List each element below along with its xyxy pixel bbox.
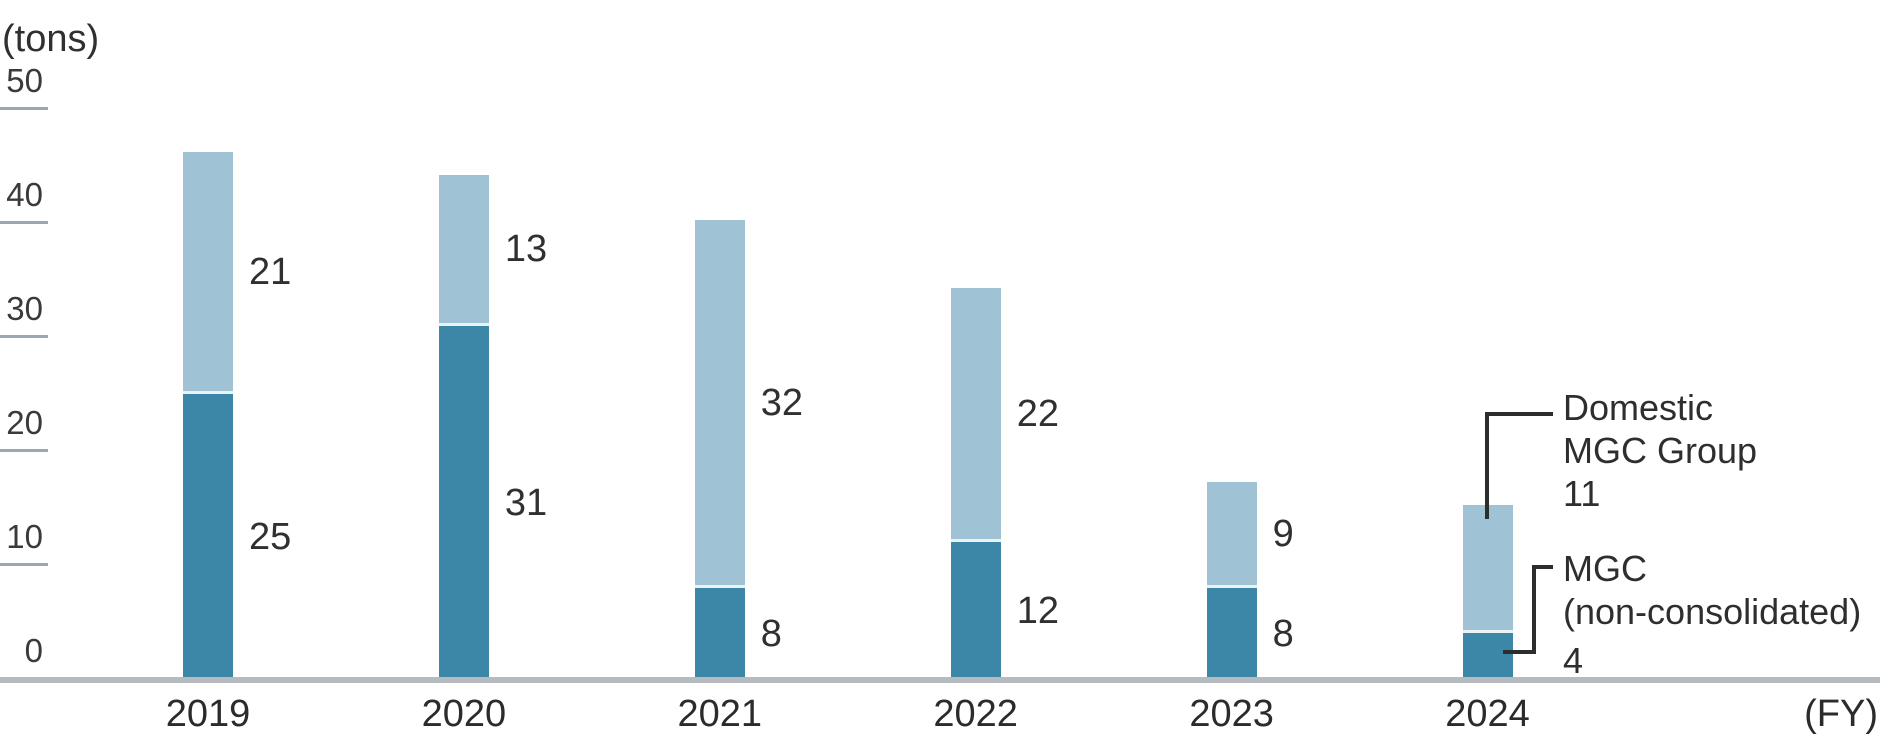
- value-label-2020-domestic-mgc-group: 13: [504, 228, 548, 270]
- bar-2022-segment-divider: [950, 539, 1001, 542]
- value-label-2020-mgc-non-consolidated: 31: [504, 481, 548, 524]
- value-label-2023-domestic-mgc-group: 9: [1272, 512, 1294, 555]
- value-label-2021-mgc-non-consolidated: 8: [760, 612, 782, 655]
- callout-connector-line-horizontal-dark-high: [1532, 565, 1553, 569]
- y-tick-label-30: 30: [6, 290, 43, 327]
- y-tick-label-20: 20: [6, 404, 43, 441]
- y-tick-line-40: [0, 221, 48, 224]
- x-tick-label-2019: 2019: [165, 693, 251, 735]
- callout-connector-line-vertical-light: [1485, 412, 1489, 519]
- bar-2019-domestic-mgc-group-segment: [183, 152, 233, 391]
- bar-2024-mgc-non-consolidated-segment: [1462, 633, 1513, 679]
- x-tick-label-2020: 2020: [421, 693, 507, 735]
- value-label-2024-domestic-mgc-group: 11: [1563, 473, 1601, 514]
- y-axis-unit-label: (tons): [2, 18, 100, 60]
- callout-domestic-mgc-group-line2: MGC Group: [1563, 430, 1758, 471]
- y-tick-line-20: [0, 449, 48, 452]
- y-tick-label-0: 0: [24, 632, 43, 669]
- callout-domestic-mgc-group-line1: Domestic: [1563, 387, 1714, 428]
- callout-connector-line-vertical-dark: [1532, 565, 1536, 654]
- x-tick-label-2024: 2024: [1445, 693, 1530, 735]
- bar-2019-mgc-non-consolidated-segment: [183, 394, 233, 679]
- value-label-2019-domestic-mgc-group: 21: [249, 250, 292, 293]
- callout-domestic-mgc-group: Domestic MGC Group 11: [1563, 386, 1757, 515]
- callout-connector-line-horizontal-light: [1485, 412, 1553, 416]
- bar-2024-segment-divider: [1462, 630, 1513, 633]
- value-label-2024-mgc-non-consolidated: 4: [1563, 640, 1584, 681]
- value-label-2019-mgc-non-consolidated: 25: [249, 515, 292, 558]
- value-label-2022-domestic-mgc-group: 22: [1016, 392, 1059, 435]
- bar-2019-segment-divider: [183, 391, 233, 394]
- bar-2023-domestic-mgc-group-segment: [1206, 482, 1257, 585]
- bar-2021-segment-divider: [694, 585, 745, 588]
- bar-2020-domestic-mgc-group-segment: [438, 175, 489, 323]
- x-tick-label-2021: 2021: [677, 693, 763, 735]
- bar-2024-domestic-mgc-group-segment: [1462, 505, 1513, 630]
- callout-connector-line-horizontal-dark-low: [1503, 650, 1536, 654]
- bar-2023-segment-divider: [1206, 585, 1257, 588]
- y-tick-label-40: 40: [6, 176, 43, 213]
- bar-2022-mgc-non-consolidated-segment: [950, 542, 1001, 679]
- y-tick-line-30: [0, 335, 48, 338]
- bar-2021-domestic-mgc-group-segment: [694, 220, 745, 585]
- y-tick-line-10: [0, 563, 48, 566]
- bar-2020-segment-divider: [438, 323, 489, 326]
- y-tick-label-50: 50: [6, 62, 43, 99]
- bar-2022-domestic-mgc-group-segment: [950, 288, 1001, 539]
- x-tick-label-2023: 2023: [1189, 693, 1274, 735]
- x-axis-line: [0, 677, 1880, 683]
- callout-mgc-non-consolidated-line1: MGC: [1563, 548, 1647, 589]
- value-label-2023-mgc-non-consolidated: 8: [1272, 612, 1294, 655]
- bar-2020-mgc-non-consolidated-segment: [438, 326, 489, 679]
- bar-2023-mgc-non-consolidated-segment: [1206, 588, 1257, 679]
- value-label-2021-domestic-mgc-group: 32: [760, 381, 804, 424]
- x-tick-label-2022: 2022: [933, 693, 1018, 735]
- bar-2021-mgc-non-consolidated-segment: [694, 588, 745, 679]
- y-tick-label-10: 10: [6, 518, 43, 555]
- x-axis-unit-label: (FY): [1804, 693, 1878, 735]
- y-tick-line-50: [0, 107, 48, 110]
- value-label-2022-mgc-non-consolidated: 12: [1016, 589, 1059, 632]
- callout-mgc-non-consolidated-line2: (non-consolidated): [1563, 591, 1862, 632]
- callout-mgc-non-consolidated: MGC (non-consolidated) 4: [1563, 547, 1861, 682]
